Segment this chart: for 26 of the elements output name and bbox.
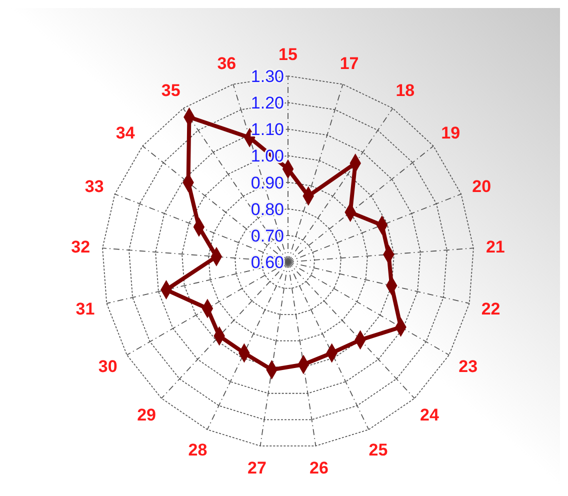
spoke-label: 28	[188, 440, 208, 460]
y-tick-label: 0.90	[250, 173, 284, 192]
spoke-label: 35	[161, 81, 180, 100]
spoke-label: 21	[486, 237, 505, 256]
spoke-label: 34	[116, 123, 136, 142]
y-tick-label: 0.80	[250, 200, 284, 219]
spoke-label: 36	[217, 54, 236, 74]
y-tick-label: 1.20	[250, 94, 284, 113]
spoke-label: 30	[98, 357, 118, 376]
spoke-label: 27	[248, 458, 266, 478]
spoke-label: 22	[481, 299, 500, 318]
y-tick-label: 1.10	[250, 120, 284, 140]
spoke-label: 26	[310, 458, 328, 478]
spoke-label: 20	[472, 177, 492, 196]
spoke-label: 18	[396, 81, 415, 100]
spoke-label: 31	[76, 299, 95, 318]
spoke-label: 19	[441, 123, 460, 142]
y-tick-label: 1.30	[250, 67, 284, 86]
spoke-label: 32	[71, 237, 90, 256]
spoke-label: 25	[368, 440, 388, 460]
spoke-label: 15	[278, 45, 298, 64]
spoke-label: 17	[340, 54, 359, 74]
spoke-label: 33	[84, 177, 104, 196]
spoke-label: 23	[458, 357, 478, 376]
spoke-label: 24	[420, 405, 440, 424]
spoke-label: 29	[137, 405, 156, 424]
